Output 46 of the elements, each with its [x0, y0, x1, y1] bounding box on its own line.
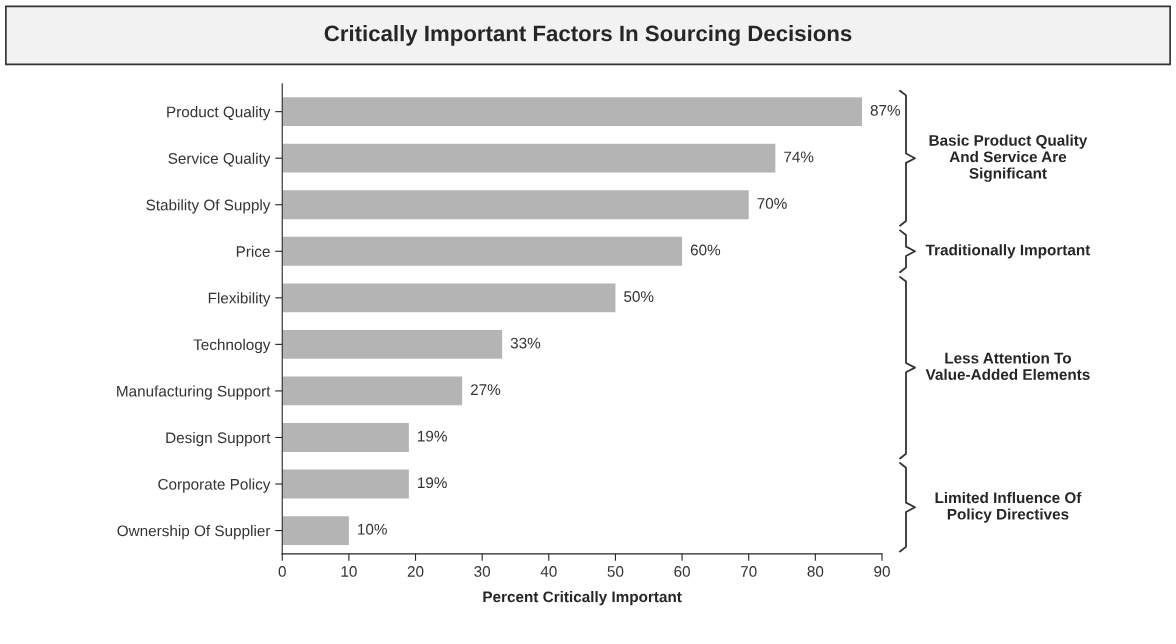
data-label: 33% — [510, 337, 541, 349]
bar — [282, 143, 776, 173]
bar — [282, 469, 409, 499]
x-tick-label: 20 — [407, 566, 424, 577]
x-tick-label: 70 — [741, 566, 757, 577]
data-label: 19% — [418, 430, 447, 442]
x-axis-title: Percent Critically Important — [483, 591, 682, 606]
y-tick-label: Price — [236, 245, 270, 257]
bar — [282, 329, 503, 359]
x-tick-label: 60 — [674, 566, 690, 577]
data-label: 27% — [470, 384, 501, 395]
data-label: 10% — [358, 523, 387, 535]
bar — [282, 236, 683, 266]
x-tick-label: 10 — [341, 566, 357, 577]
x-tick-label: 90 — [874, 566, 890, 577]
text: Limited Influence Of Policy Directives — [935, 491, 1082, 523]
data-label: 60% — [690, 244, 721, 256]
y-tick-label: Flexibility — [208, 292, 271, 307]
data-label: 19% — [418, 477, 447, 489]
y-tick-label: Manufacturing Support — [117, 385, 271, 400]
x-tick-label: 40 — [540, 566, 557, 577]
x-tick-label: 0 — [278, 566, 286, 577]
data-label: 50% — [624, 291, 654, 302]
y-tick-label: Service Quality — [168, 152, 271, 167]
data-label: 70% — [757, 198, 787, 209]
bar — [282, 423, 409, 452]
text: Less Attention To Value-Added Elements — [925, 352, 1090, 380]
y-tick-label: Product Quality — [167, 106, 271, 121]
bar — [282, 283, 616, 313]
text: Basic Product Quality And Service Are Significant — [929, 134, 1088, 182]
y-tick-label: Ownership Of Supplier — [117, 525, 271, 540]
x-tick-label: 50 — [607, 566, 624, 577]
y-tick-label: Design Support — [166, 431, 271, 447]
bar — [282, 190, 749, 220]
data-label: 87% — [870, 104, 901, 116]
bar — [282, 376, 463, 406]
bar — [282, 97, 863, 127]
bar — [282, 516, 349, 545]
x-tick-label: 80 — [807, 566, 824, 577]
x-tick-label: 30 — [474, 566, 491, 577]
y-tick-label: Technology — [193, 338, 271, 354]
text: Traditionally Important — [925, 244, 1091, 259]
data-label: 74% — [784, 151, 814, 163]
y-tick-label: Stability Of Supply — [146, 199, 271, 214]
chart-title: Critically Important Factors In Sourcing Decisions — [324, 25, 852, 46]
y-tick-label: Corporate Policy — [158, 478, 271, 493]
